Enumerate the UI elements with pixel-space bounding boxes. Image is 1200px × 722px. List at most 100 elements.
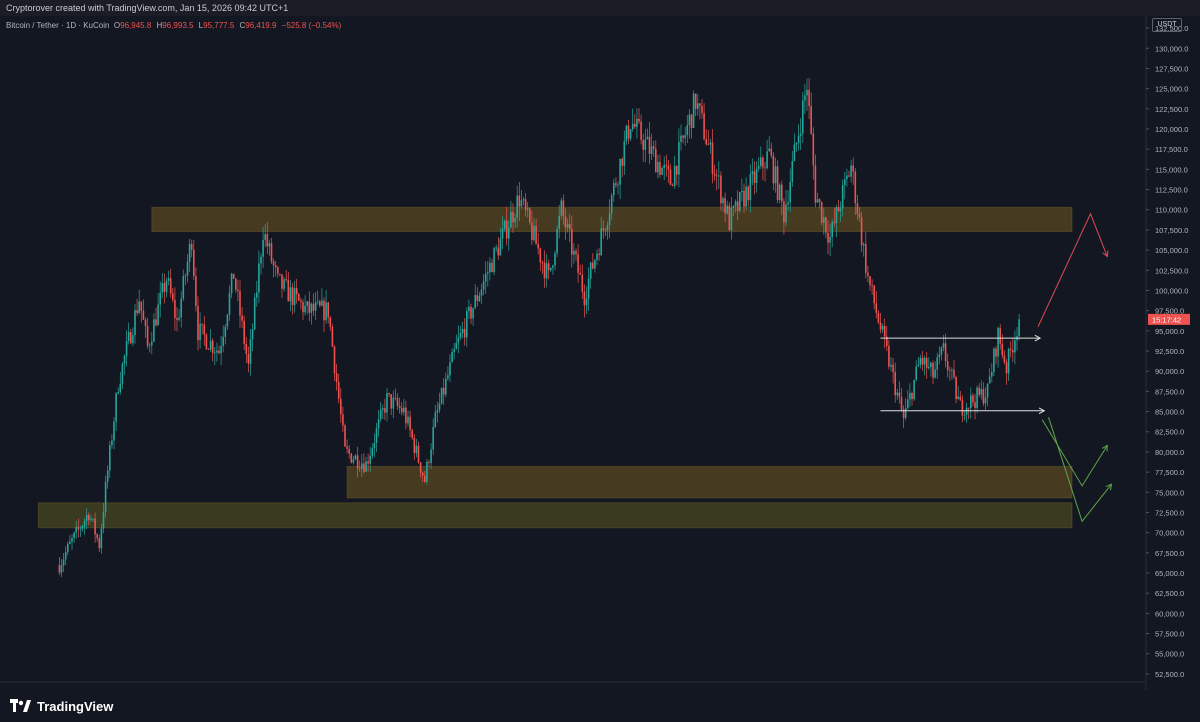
candle-body xyxy=(923,357,926,365)
candle-body xyxy=(184,275,187,277)
candle-body xyxy=(659,161,661,175)
candle-body xyxy=(489,262,491,273)
candle-body xyxy=(577,254,579,273)
candle-body xyxy=(245,343,248,355)
y-tick-label: 122,500.0 xyxy=(1155,105,1188,114)
drawn-arrow[interactable] xyxy=(1048,417,1113,523)
y-tick-label: 62,500.0 xyxy=(1155,589,1184,598)
candle-body xyxy=(839,208,842,212)
candle-body xyxy=(694,93,697,109)
arrow-head xyxy=(1034,334,1042,342)
candle-body xyxy=(867,272,869,277)
candle-body xyxy=(957,396,959,400)
candle-body xyxy=(676,165,678,175)
candle-body xyxy=(873,285,875,304)
candle-body xyxy=(1018,319,1020,337)
candle-body xyxy=(762,157,764,168)
candle-body xyxy=(995,348,997,357)
candle-body xyxy=(424,475,426,482)
candle-body xyxy=(846,175,848,180)
candle-body xyxy=(384,408,386,413)
candle-body xyxy=(1014,340,1016,353)
candle-body xyxy=(67,543,69,553)
y-tick-label: 72,500.0 xyxy=(1155,508,1184,517)
candle-body xyxy=(940,347,943,355)
candle-body xyxy=(241,315,243,321)
candle-body xyxy=(144,319,147,327)
candle-body xyxy=(967,407,970,409)
candle-body xyxy=(757,165,760,169)
candle-body xyxy=(85,515,88,521)
candle-body xyxy=(550,267,552,271)
candle-body xyxy=(356,455,359,469)
candle-body xyxy=(753,171,756,184)
candle-body xyxy=(663,164,665,168)
currency-badge[interactable]: USDT xyxy=(1152,18,1182,32)
last-price-tag xyxy=(1148,313,1190,325)
candle-body xyxy=(707,144,710,146)
candle-body xyxy=(976,387,978,408)
annotations[interactable] xyxy=(880,212,1113,523)
candle-body xyxy=(79,528,82,530)
drawn-arrow[interactable] xyxy=(1041,419,1108,487)
candle-body xyxy=(503,220,506,229)
candle-body xyxy=(875,303,878,313)
candle-body xyxy=(560,200,563,216)
candle-body xyxy=(617,184,619,186)
drawn-arrow[interactable] xyxy=(880,407,1046,415)
candle-body xyxy=(306,301,308,306)
price-chart[interactable]: 132,500.0 130,000.0 127,500.0 125,000.0 122,… xyxy=(0,16,1200,690)
candle-body xyxy=(703,113,705,140)
candle-body xyxy=(892,364,894,373)
candle-body xyxy=(699,103,701,107)
candle-body xyxy=(993,348,995,373)
candle-body xyxy=(455,342,458,350)
candle-body xyxy=(258,263,260,293)
candle-body xyxy=(982,389,985,404)
arrow-head xyxy=(1101,444,1108,452)
candle-body xyxy=(127,332,130,342)
candle-body xyxy=(151,341,153,346)
candle-body xyxy=(953,369,955,378)
candle-body xyxy=(140,301,143,311)
candle-body xyxy=(949,369,951,371)
candle-body xyxy=(321,300,323,306)
candle-body xyxy=(566,224,569,228)
open-value: 96,945.8 xyxy=(120,21,152,30)
candle-body xyxy=(783,201,785,223)
candle-body xyxy=(174,299,176,319)
candle-body xyxy=(535,225,537,245)
candle-body xyxy=(829,236,831,243)
candle-body xyxy=(678,141,680,175)
candle-body xyxy=(869,276,871,286)
drawn-arrow[interactable] xyxy=(1037,212,1109,328)
candle-body xyxy=(791,161,794,182)
arrow-line xyxy=(1041,419,1108,487)
y-tick-label: 130,000.0 xyxy=(1155,44,1188,53)
y-tick-label: 77,500.0 xyxy=(1155,468,1184,477)
candle-body xyxy=(692,93,695,128)
candle-body xyxy=(102,511,105,529)
candle-body xyxy=(148,345,151,347)
candle-body xyxy=(369,455,371,464)
chart-area[interactable] xyxy=(0,16,1200,690)
candle-body xyxy=(316,301,319,303)
price-axis-labels[interactable]: 132,500.0 130,000.0 127,500.0 125,000.0 122,… xyxy=(1146,24,1188,679)
candle-body xyxy=(902,409,905,418)
drawn-arrow[interactable] xyxy=(880,334,1042,342)
candle-body xyxy=(913,379,915,400)
candle-body xyxy=(445,378,447,395)
candle-body xyxy=(594,259,596,269)
candle-body xyxy=(667,165,670,170)
candle-body xyxy=(371,448,374,456)
candle-body xyxy=(130,332,132,344)
candle-body xyxy=(442,387,445,395)
candle-body xyxy=(877,312,880,323)
y-tick-label: 65,000.0 xyxy=(1155,569,1184,578)
candle-body xyxy=(365,461,367,472)
candle-body xyxy=(331,326,334,347)
arrow-line xyxy=(1037,212,1108,328)
candle-body xyxy=(77,527,80,530)
candle-body xyxy=(655,148,657,173)
candle-body xyxy=(562,200,565,217)
